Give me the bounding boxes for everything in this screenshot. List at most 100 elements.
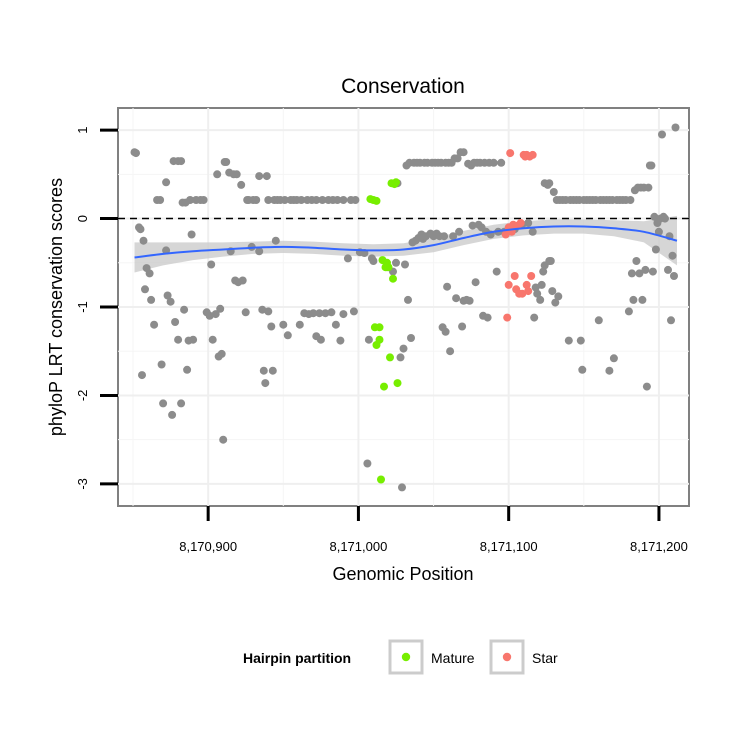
point-other	[635, 269, 644, 278]
point-other	[177, 399, 186, 408]
point-other	[315, 309, 324, 318]
legend-dot-star	[502, 652, 512, 662]
point-other	[548, 287, 557, 296]
point-mature	[380, 382, 388, 391]
point-other	[551, 298, 560, 307]
x-axis-title: Genomic Position	[332, 564, 473, 584]
point-other	[339, 310, 348, 319]
point-other	[136, 225, 145, 234]
point-other	[271, 236, 280, 245]
y-tick-label: -3	[75, 478, 90, 490]
smooth-curve-layer	[134, 225, 678, 259]
point-other	[333, 196, 342, 204]
point-other	[651, 245, 660, 254]
point-other	[654, 227, 663, 236]
point-star	[503, 313, 512, 322]
point-other	[452, 294, 461, 303]
point-other	[531, 283, 540, 292]
point-other	[262, 172, 271, 181]
point-other	[638, 295, 647, 304]
point-other	[252, 196, 261, 204]
point-other	[647, 161, 656, 170]
point-star	[504, 280, 513, 289]
point-other	[399, 344, 408, 353]
point-other	[626, 196, 635, 204]
point-other	[189, 335, 198, 344]
point-other	[241, 308, 250, 317]
point-star	[524, 287, 533, 296]
point-other	[222, 158, 231, 166]
point-other	[295, 320, 304, 329]
point-other	[183, 365, 192, 374]
point-mature	[386, 353, 394, 362]
y-tick-label: 0	[75, 215, 90, 222]
point-mature	[393, 379, 402, 388]
grid-major	[118, 108, 689, 506]
point-other	[632, 257, 641, 265]
point-other	[150, 320, 159, 329]
point-other	[670, 272, 678, 280]
point-other	[524, 219, 533, 227]
point-other	[309, 309, 318, 318]
point-other	[564, 336, 573, 345]
x-axis: 8,170,900 8,171,000 8,171,100 8,171,200	[179, 506, 688, 554]
point-other	[594, 316, 603, 325]
point-other	[539, 267, 548, 276]
point-other	[536, 295, 545, 304]
point-other	[267, 322, 276, 331]
point-other	[297, 196, 306, 204]
point-other	[471, 278, 480, 287]
point-star	[516, 219, 525, 227]
point-other	[283, 331, 292, 340]
point-other	[458, 322, 467, 331]
point-other	[578, 365, 587, 374]
y-tick-label: -1	[75, 301, 90, 313]
point-mature	[384, 263, 393, 272]
point-other	[453, 154, 462, 163]
point-other	[186, 196, 195, 204]
point-other	[208, 335, 217, 344]
point-other	[343, 254, 352, 263]
point-other	[528, 227, 537, 236]
point-other	[398, 483, 406, 492]
point-other	[237, 180, 246, 189]
point-other	[363, 459, 372, 468]
point-other	[441, 327, 450, 336]
point-other	[174, 335, 183, 344]
point-other	[492, 267, 501, 276]
point-other	[664, 265, 672, 274]
y-tick-label: 1	[75, 126, 90, 133]
point-other	[336, 336, 345, 345]
point-other	[661, 214, 669, 223]
point-other	[316, 335, 325, 344]
point-other	[171, 318, 180, 326]
point-other	[392, 258, 400, 267]
legend-key-star	[489, 639, 525, 675]
point-other	[312, 196, 321, 204]
point-other	[396, 353, 405, 362]
point-other	[339, 196, 348, 204]
point-other	[459, 148, 468, 157]
point-other	[627, 269, 636, 278]
point-other	[629, 295, 638, 304]
point-other	[404, 295, 412, 304]
point-other	[331, 320, 340, 329]
point-other	[446, 347, 455, 356]
point-other	[443, 282, 452, 291]
point-other	[530, 313, 539, 322]
point-other	[238, 276, 247, 285]
point-other	[642, 382, 651, 391]
point-other	[440, 232, 449, 241]
x-tick-label: 8,171,200	[630, 539, 688, 554]
point-other	[168, 410, 177, 419]
legend-label-star: Star	[532, 650, 558, 666]
point-other	[648, 267, 657, 276]
point-other	[141, 285, 149, 294]
point-other	[145, 269, 154, 278]
point-mature	[377, 475, 385, 484]
point-other	[449, 232, 458, 241]
point-other	[132, 149, 140, 158]
point-other	[349, 307, 358, 316]
point-other	[369, 257, 378, 265]
